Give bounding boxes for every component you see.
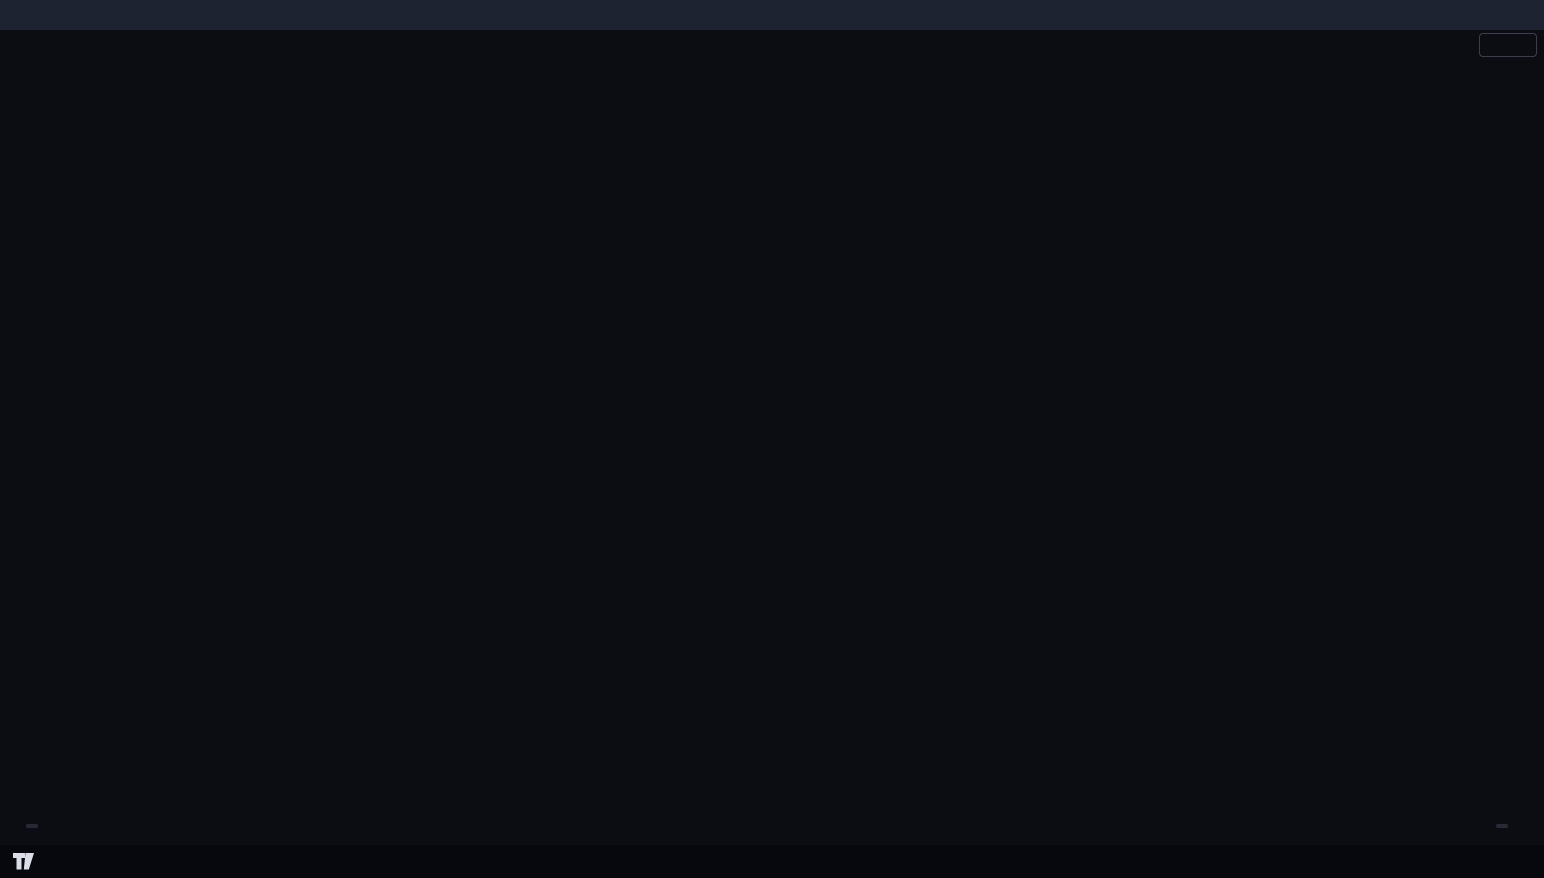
price-axis[interactable] xyxy=(1475,30,1544,820)
main-pane[interactable] xyxy=(0,30,1474,647)
publish-info-bar xyxy=(0,0,1544,30)
time-axis[interactable] xyxy=(0,820,1475,845)
symbol-legend xyxy=(68,36,114,50)
auto-scale-button[interactable] xyxy=(1496,824,1508,828)
timezone-button[interactable] xyxy=(26,824,38,828)
currency-toggle-usd[interactable] xyxy=(1479,33,1537,57)
rsi-legend xyxy=(68,653,98,667)
footer-bar xyxy=(0,845,1544,878)
rsi-pane[interactable] xyxy=(0,647,1474,820)
tradingview-logo-icon xyxy=(13,853,34,870)
